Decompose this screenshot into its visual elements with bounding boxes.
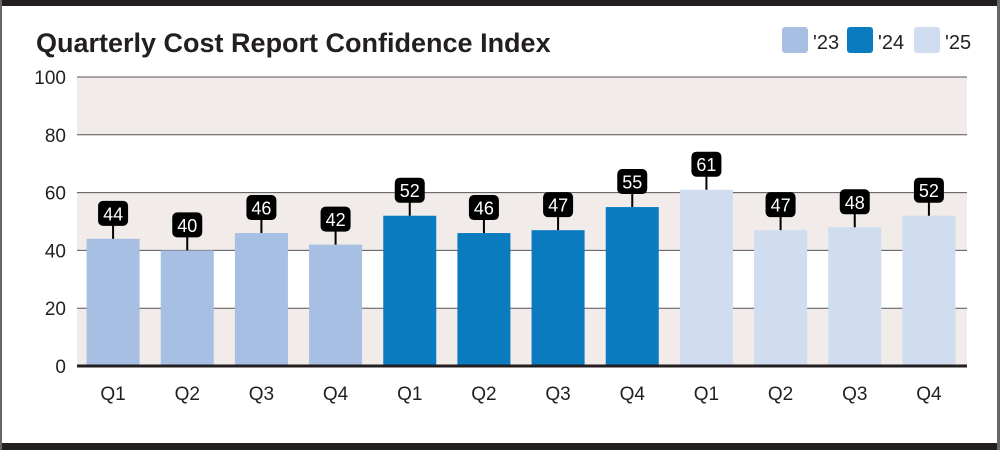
x-tick-label: Q2 [768,384,793,405]
data-label-box [172,212,203,238]
legend-label: '24 [878,32,904,54]
legend-swatch [782,27,808,53]
y-tick-label: 20 [45,299,66,320]
data-label: 40 [177,216,197,236]
bar [679,189,733,366]
y-tick-label: 100 [34,68,66,89]
left-border [0,0,2,450]
data-label: 48 [845,193,865,213]
bar [234,233,288,366]
grid-band [77,192,967,251]
data-label: 55 [622,173,642,193]
grid-band [77,308,967,366]
data-label-box [765,192,796,218]
data-label: 52 [919,181,939,201]
bar [86,238,140,366]
data-label: 47 [548,196,568,216]
data-label-box [617,169,648,195]
legend-swatch [914,27,940,53]
data-label-box [98,200,129,226]
x-tick-label: Q2 [175,384,200,405]
legend-label: '25 [945,32,971,54]
bar [383,215,437,366]
data-label-box [543,192,574,218]
bar [160,250,214,366]
x-tick-label: Q1 [397,384,422,405]
bar [457,233,511,366]
grid-band [77,77,967,135]
x-tick-label: Q1 [100,384,125,405]
data-label-box [913,177,944,203]
x-tick-label: Q1 [694,384,719,405]
x-tick-label: Q3 [842,384,867,405]
x-tick-label: Q4 [916,384,942,405]
x-tick-label: Q3 [249,384,274,405]
data-label-box [839,189,870,215]
data-label-box [394,177,425,203]
bar [754,230,808,366]
y-tick-label: 40 [45,241,66,262]
data-label: 47 [771,196,791,216]
x-tick-label: Q4 [323,384,349,405]
data-label: 44 [103,204,123,224]
bar [531,230,585,366]
right-border [997,0,1000,450]
legend-label: '23 [813,32,839,54]
legend-swatch [847,27,873,53]
x-tick-label: Q2 [471,384,496,405]
bar [828,227,882,366]
top-border [0,0,1000,6]
bar [605,207,659,366]
data-label-box [246,195,277,221]
data-label-box [468,195,499,221]
chart-title: Quarterly Cost Report Confidence Index [36,28,551,58]
data-label-box [691,151,722,177]
bar [902,215,956,366]
data-label: 46 [474,199,494,219]
legend: '23 '24 '25 [782,27,971,54]
y-tick-label: 60 [45,184,66,205]
bar [309,244,363,366]
bottom-border [0,443,1000,450]
data-label: 61 [696,155,716,175]
x-tick-label: Q3 [545,384,570,405]
data-label: 52 [400,181,420,201]
y-tick-label: 80 [45,126,66,147]
data-label: 46 [251,199,271,219]
data-label-box [320,206,351,232]
x-tick-label: Q4 [620,384,646,405]
y-tick-label: 0 [55,357,66,378]
data-label: 42 [326,210,346,230]
